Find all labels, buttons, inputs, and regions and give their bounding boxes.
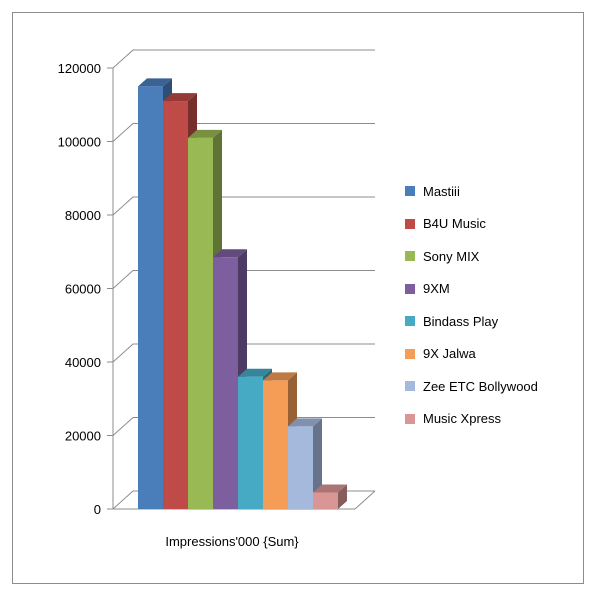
legend-swatch: [405, 316, 415, 327]
y-tick-label: 100000: [58, 135, 101, 150]
legend-label: Bindass Play: [423, 313, 499, 329]
gridline: [112, 343, 375, 363]
bar: [288, 418, 322, 509]
legend-swatch: [405, 348, 415, 359]
bar-top: [288, 418, 322, 427]
bar-front: [213, 257, 238, 509]
bar-front: [313, 492, 338, 509]
bar-top: [263, 372, 297, 381]
legend-swatch: [405, 283, 415, 294]
bar-side: [313, 418, 322, 509]
legend-label: B4U Music: [423, 216, 486, 232]
legend-label: Mastiii: [423, 183, 460, 199]
bar-front: [138, 86, 163, 509]
floor-edge: [354, 490, 376, 510]
legend-label: 9XM: [423, 281, 450, 297]
gridline: [112, 123, 375, 142]
legend-item: Music Xpress: [405, 403, 585, 436]
bar-front: [188, 137, 213, 509]
legend-swatch: [405, 251, 415, 262]
gridline: [112, 270, 375, 289]
y-tick-label: 40000: [65, 355, 101, 370]
legend-item: Bindass Play: [405, 305, 585, 338]
legend-swatch: [405, 186, 415, 197]
gridline: [112, 49, 375, 69]
bar-top: [163, 93, 197, 102]
x-axis-label: Impressions'000 {Sum}: [165, 534, 299, 549]
y-tick-label: 60000: [65, 282, 101, 297]
bar-top: [238, 368, 272, 377]
bar-front: [238, 376, 263, 509]
legend-item: Sony MIX: [405, 240, 585, 273]
legend-swatch: [405, 413, 415, 424]
legend-label: Music Xpress: [423, 411, 502, 427]
legend-item: Mastiii: [405, 175, 585, 208]
legend-item: 9X Jalwa: [405, 338, 585, 371]
legend-swatch: [405, 218, 415, 229]
legend-item: B4U Music: [405, 208, 585, 241]
legend-label: Zee ETC Bollywood: [423, 378, 538, 394]
y-tick-label: 20000: [65, 429, 101, 444]
y-tick-label: 0: [94, 502, 101, 517]
bar-top: [138, 78, 172, 87]
bar: [313, 484, 347, 509]
legend-label: 9X Jalwa: [423, 346, 476, 362]
legend-item: 9XM: [405, 273, 585, 306]
legend-label: Sony MIX: [423, 248, 480, 264]
gridline: [112, 196, 375, 216]
bar-top: [313, 484, 347, 493]
y-tick-label: 80000: [65, 208, 101, 223]
legend: Mastiii B4U Music Sony MIX 9XM Bindass Play 9…: [405, 175, 585, 435]
bar-top: [213, 249, 247, 258]
legend-swatch: [405, 381, 415, 392]
bar-side: [338, 484, 347, 509]
bar-front: [263, 380, 288, 509]
legend-item: Zee ETC Bollywood: [405, 370, 585, 403]
bar-front: [288, 426, 313, 509]
bar-front: [163, 101, 188, 509]
y-tick-label: 120000: [58, 61, 101, 76]
bar-top: [188, 129, 222, 138]
